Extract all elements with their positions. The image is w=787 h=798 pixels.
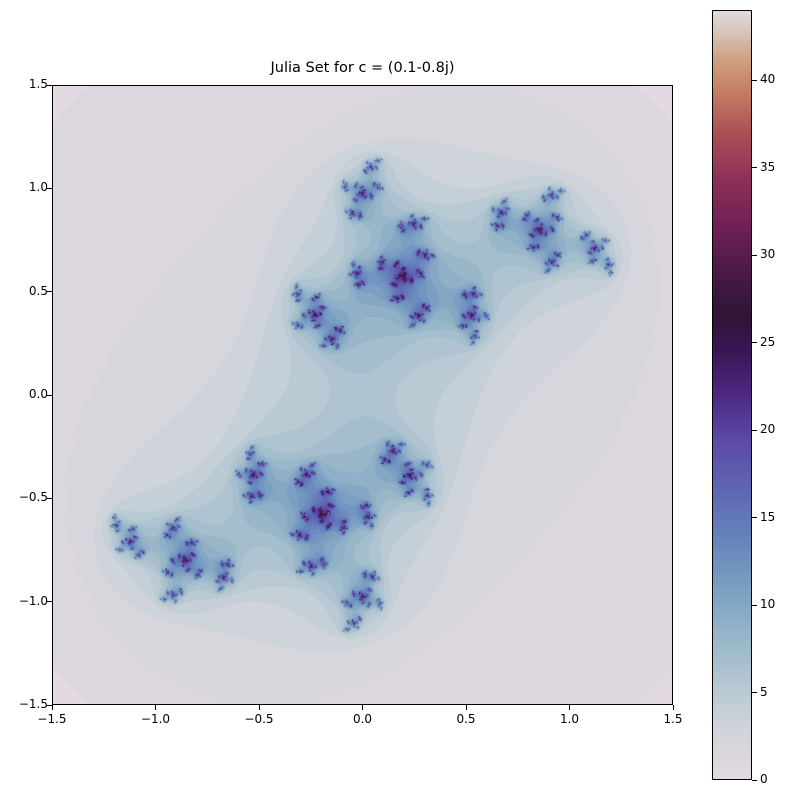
- y-tick-mark: [47, 394, 52, 396]
- y-tick-label: 0.0: [28, 387, 48, 401]
- colorbar-tick-label: 30: [760, 247, 776, 261]
- x-tick-mark: [155, 705, 156, 710]
- x-tick-label: −1.5: [37, 712, 67, 726]
- x-tick-mark: [51, 705, 53, 710]
- colorbar-tick-mark: [752, 604, 757, 606]
- colorbar-tick-mark: [752, 692, 757, 693]
- x-tick-mark: [672, 705, 674, 710]
- x-tick-label: 0.0: [352, 712, 373, 726]
- colorbar-tick-label: 25: [760, 334, 776, 349]
- x-tick-mark: [465, 705, 467, 710]
- colorbar-tick-mark: [752, 429, 757, 431]
- colorbar-tick-label: 20: [760, 422, 776, 436]
- julia-set-heatmap: [53, 86, 672, 704]
- colorbar: [712, 10, 752, 780]
- colorbar-tick-mark: [752, 167, 757, 168]
- y-tick-label: 1.0: [28, 180, 48, 195]
- colorbar-tick-label: 0: [760, 772, 768, 786]
- y-tick-mark: [47, 497, 52, 499]
- y-tick-label: −1.5: [18, 697, 48, 711]
- colorbar-tick-mark: [752, 254, 757, 256]
- colorbar-tick-label: 15: [760, 509, 776, 524]
- y-tick-label: 0.5: [28, 283, 48, 298]
- x-tick-label: −0.5: [244, 712, 274, 726]
- x-tick-mark: [258, 705, 260, 710]
- y-tick-label: 1.5: [28, 77, 48, 91]
- x-tick-mark: [362, 705, 363, 710]
- colorbar-tick-label: 35: [760, 159, 776, 174]
- colorbar-tick-mark: [752, 79, 757, 81]
- x-tick-label: 0.5: [456, 712, 476, 726]
- chart-title: Julia Set for c = (0.1-0.8j): [270, 60, 455, 76]
- x-tick-label: 1.5: [663, 712, 683, 726]
- x-tick-mark: [569, 705, 570, 710]
- y-tick-label: −1.0: [18, 593, 48, 608]
- y-tick-mark: [47, 187, 52, 189]
- y-tick-mark: [47, 84, 52, 86]
- colorbar-gradient: [713, 11, 751, 779]
- y-tick-label: −0.5: [18, 490, 48, 505]
- plot-area: [52, 85, 673, 705]
- colorbar-tick-label: 40: [760, 72, 776, 86]
- colorbar-tick-label: 5: [760, 684, 768, 699]
- y-tick-mark: [47, 601, 52, 603]
- x-tick-label: 1.0: [559, 712, 580, 726]
- y-tick-mark: [47, 291, 52, 293]
- x-tick-label: −1.0: [140, 712, 171, 726]
- y-tick-mark: [47, 704, 52, 706]
- colorbar-tick-mark: [752, 342, 757, 343]
- colorbar-tick-mark: [752, 779, 757, 781]
- colorbar-tick-label: 10: [760, 597, 776, 611]
- colorbar-tick-mark: [752, 517, 757, 518]
